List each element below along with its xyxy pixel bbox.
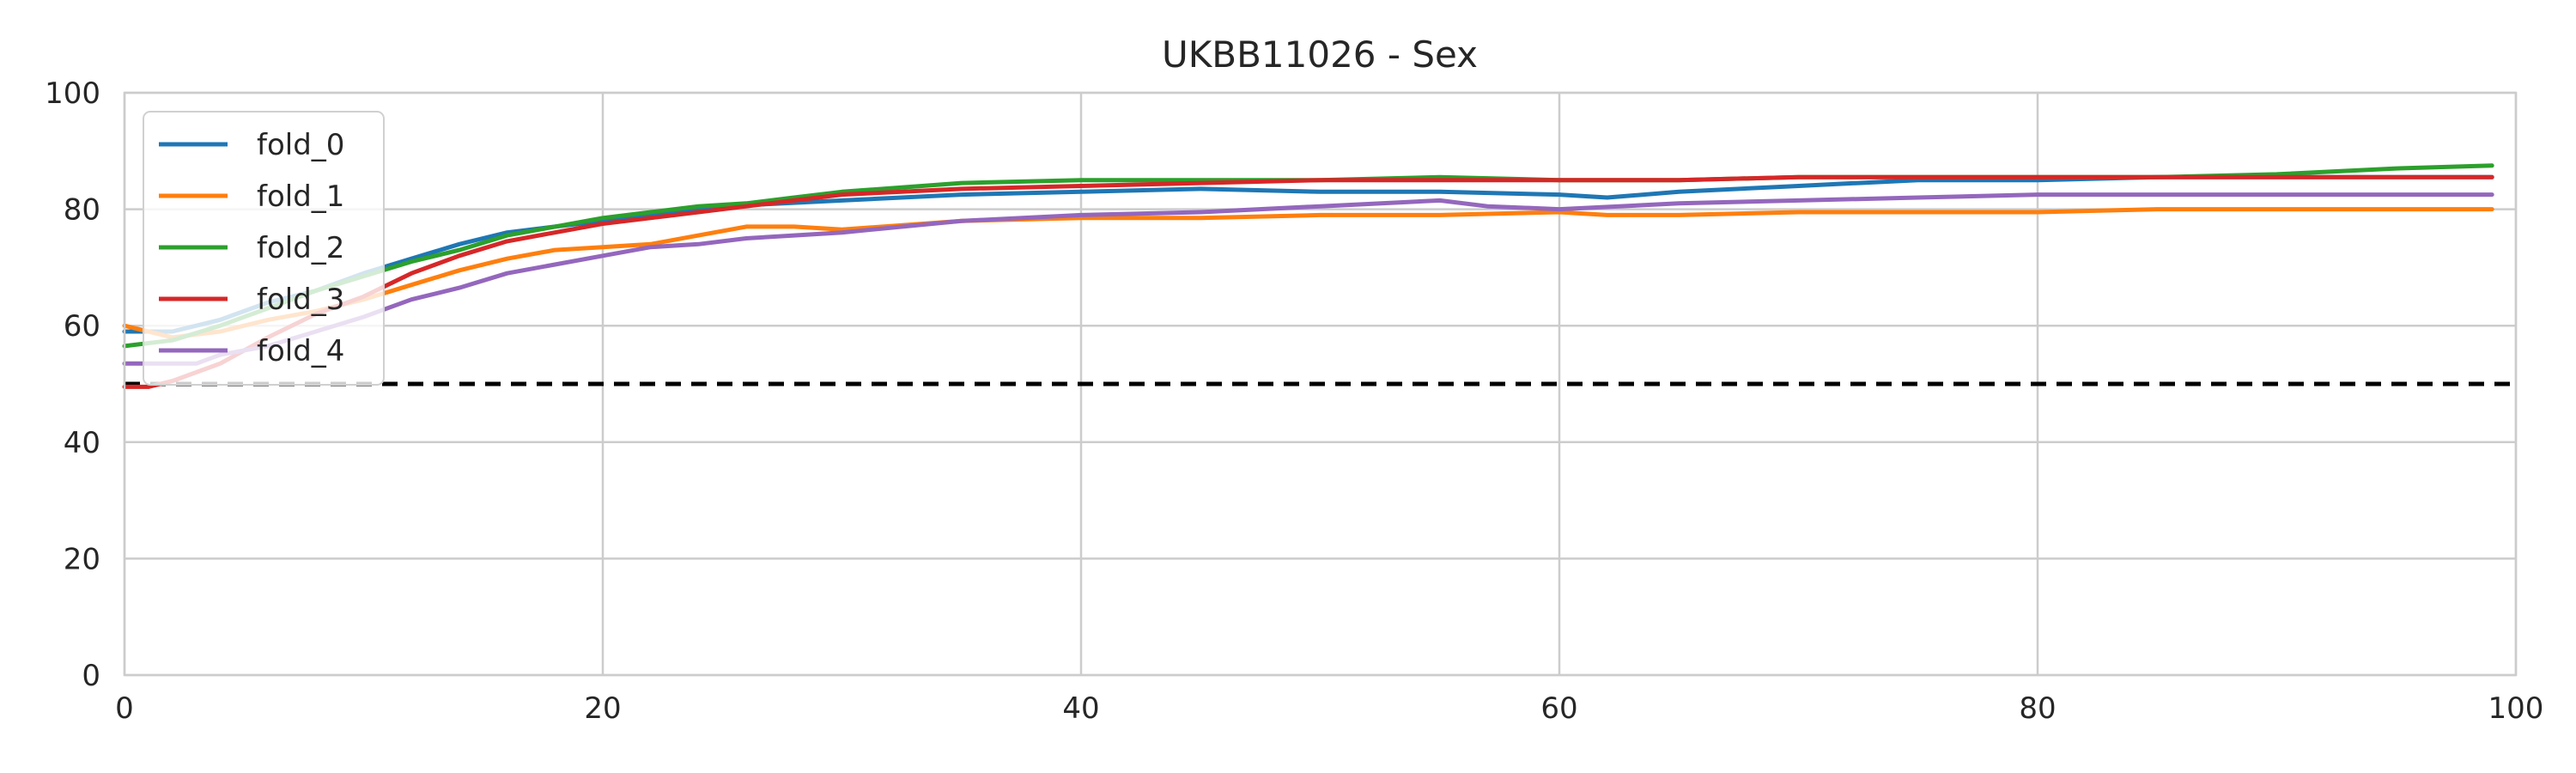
y-tick-label: 60 [64,309,100,344]
y-tick-label: 80 [64,193,100,228]
y-tick-label: 20 [64,542,100,576]
chart-title: UKBB11026 - Sex [1162,33,1478,76]
x-tick-label: 80 [2019,691,2056,726]
x-tick-label: 40 [1062,691,1099,726]
legend: fold_0 fold_1 fold_2 fold_3 fold_4 [143,111,385,386]
x-tick-label: 100 [2488,691,2544,726]
plot-frame [123,91,2518,677]
tick-labels: 0 20 40 60 80 100 0 20 40 60 80 100 [45,76,2543,726]
y-tick-label: 0 [82,659,100,693]
x-tick-label: 60 [1540,691,1577,726]
legend-box [143,111,385,386]
legend-label: fold_3 [257,283,344,317]
x-tick-label: 0 [115,691,134,726]
series-line-fold-0 [122,174,2494,334]
legend-label: fold_4 [257,334,344,368]
y-tick-label: 100 [45,76,100,111]
legend-label: fold_1 [257,180,344,214]
series-line-fold-1 [122,207,2494,340]
legend-label: fold_2 [257,231,344,265]
series-line-fold-4 [122,192,2494,366]
legend-label: fold_0 [257,128,344,162]
x-tick-label: 20 [584,691,621,726]
series-layer [122,163,2494,389]
y-tick-label: 40 [64,426,100,460]
